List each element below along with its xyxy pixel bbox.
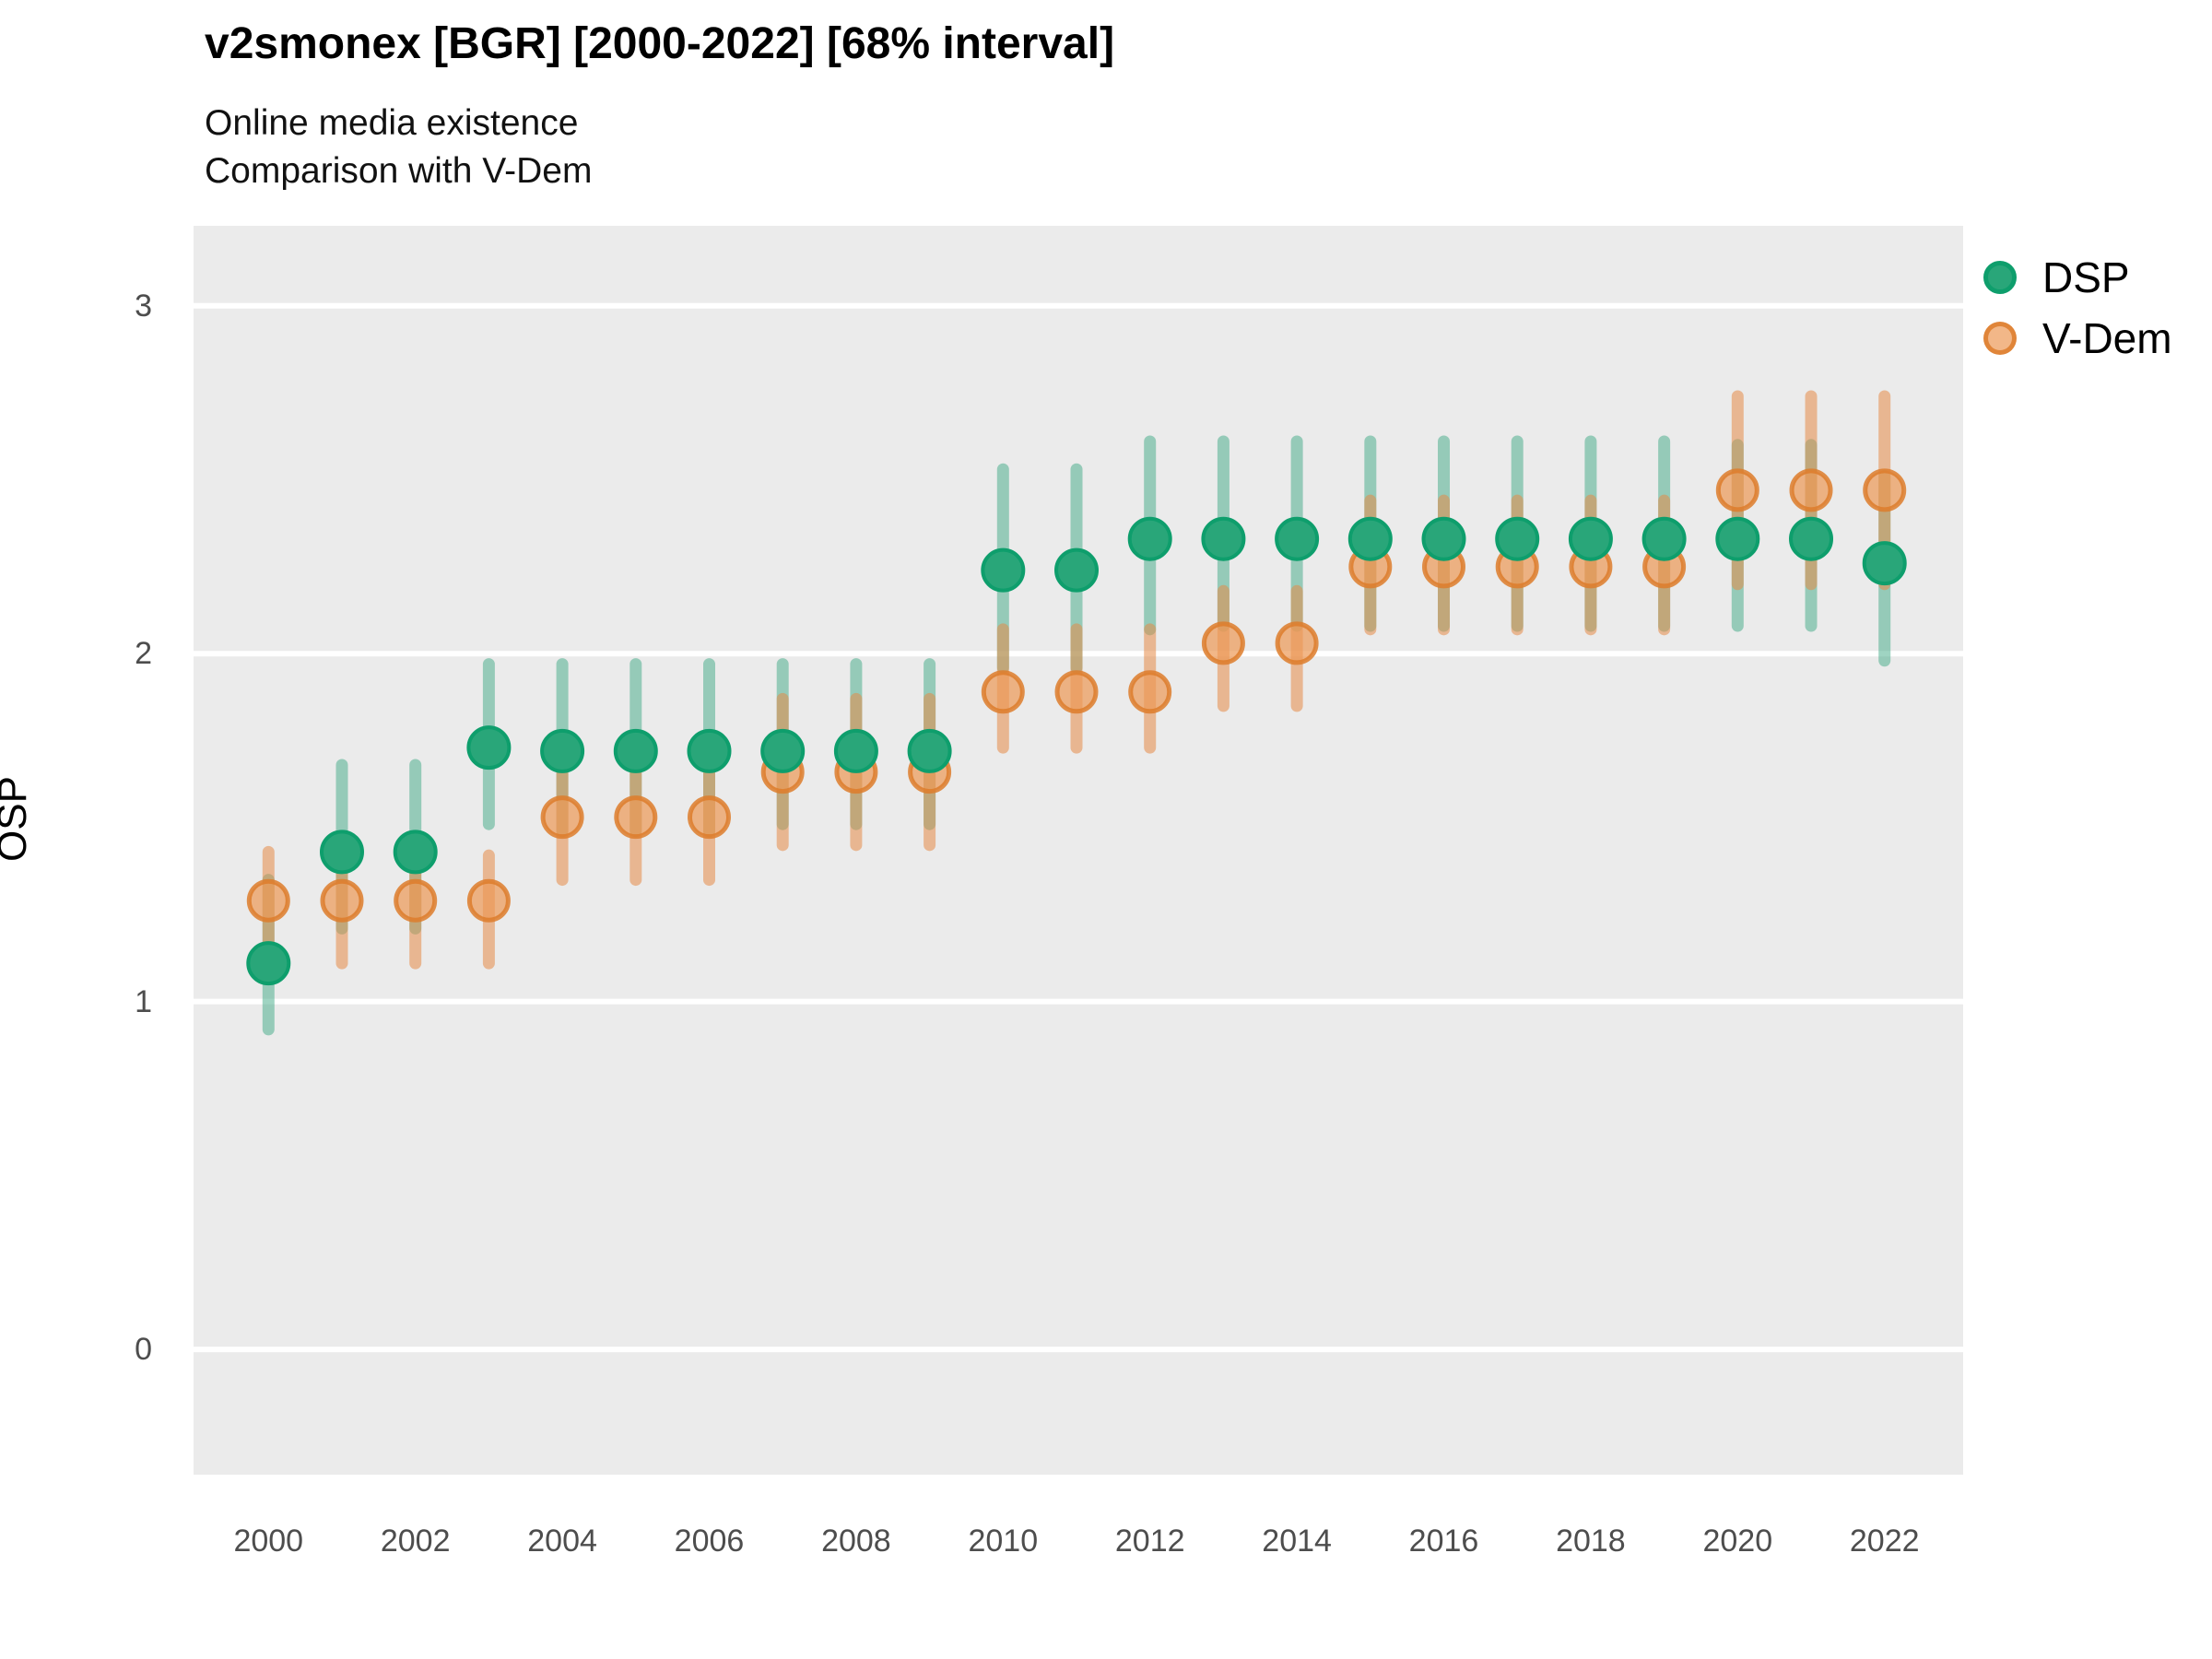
dsp-point-2016 [1421, 516, 1466, 561]
y-tick-label-2: 2 [135, 636, 152, 672]
dsp-point-2000 [246, 941, 291, 986]
vdem-point-2006 [688, 795, 732, 840]
y-tick-label-0: 0 [135, 1332, 152, 1368]
dsp-point-2014 [1275, 516, 1320, 561]
dsp-point-2015 [1347, 516, 1393, 561]
x-tick-label-2018: 2018 [1556, 1524, 1626, 1559]
vdem-point-2001 [320, 878, 364, 923]
x-tick-label-2008: 2008 [821, 1524, 891, 1559]
x-tick-label-2010: 2010 [968, 1524, 1039, 1559]
vdem-point-2004 [540, 795, 584, 840]
x-tick-label-2014: 2014 [1262, 1524, 1332, 1559]
dsp-point-2013 [1201, 516, 1246, 561]
dsp-point-2002 [393, 830, 438, 875]
legend: DSP V-Dem [1983, 247, 2172, 369]
vdem-point-2003 [466, 878, 511, 923]
dsp-point-2006 [687, 728, 732, 773]
vdem-point-2002 [394, 878, 438, 923]
dsp-point-2017 [1495, 516, 1540, 561]
vdem-point-2010 [981, 670, 1025, 714]
vdem-legend-dot-icon [1983, 322, 2017, 355]
x-tick-label-2022: 2022 [1849, 1524, 1920, 1559]
dsp-legend-dot-icon [1983, 261, 2017, 294]
dsp-point-2010 [981, 547, 1026, 593]
dsp-point-2004 [540, 728, 585, 773]
chart-subtitle-line2: Comparison with V-Dem [205, 151, 593, 191]
dsp-point-2020 [1715, 516, 1760, 561]
x-tick-label-2004: 2004 [527, 1524, 597, 1559]
vdem-point-2012 [1128, 670, 1172, 714]
vdem-point-2000 [246, 878, 290, 923]
x-tick-label-2002: 2002 [380, 1524, 451, 1559]
dsp-point-2007 [760, 728, 806, 773]
vdem-point-2020 [1715, 468, 1759, 512]
x-tick-label-2000: 2000 [233, 1524, 304, 1559]
vdem-point-2021 [1789, 468, 1833, 512]
legend-label-dsp: DSP [2042, 253, 2130, 301]
chart-canvas [194, 302, 1963, 1353]
dsp-point-2001 [319, 830, 364, 875]
dsp-point-2011 [1054, 547, 1100, 593]
y-tick-label-3: 3 [135, 288, 152, 324]
x-tick-label-2016: 2016 [1408, 1524, 1479, 1559]
plot-panel [194, 226, 1963, 1475]
dsp-point-2005 [613, 728, 658, 773]
y-tick-label-1: 1 [135, 983, 152, 1019]
chart-title: v2smonex [BGR] [2000-2022] [68% interval… [205, 19, 1115, 68]
x-tick-label-2006: 2006 [674, 1524, 745, 1559]
x-tick-label-2012: 2012 [1114, 1524, 1185, 1559]
dsp-point-2018 [1568, 516, 1613, 561]
vdem-point-2022 [1863, 468, 1907, 512]
legend-item-vdem: V-Dem [1983, 308, 2172, 369]
dsp-point-2003 [466, 725, 512, 771]
dsp-point-2019 [1641, 516, 1687, 561]
dsp-point-2022 [1862, 541, 1907, 586]
vdem-point-2013 [1201, 621, 1245, 665]
dsp-point-2008 [833, 728, 878, 773]
vdem-point-2011 [1054, 670, 1099, 714]
dsp-point-2012 [1127, 516, 1172, 561]
dsp-point-2021 [1789, 516, 1834, 561]
dsp-point-2009 [907, 728, 952, 773]
vdem-point-2014 [1275, 621, 1319, 665]
vdem-point-2005 [614, 795, 658, 840]
legend-item-dsp: DSP [1983, 247, 2172, 308]
chart-subtitle-line1: Online media existence [205, 103, 579, 143]
y-axis-title: OSP [0, 776, 35, 862]
legend-label-vdem: V-Dem [2042, 314, 2172, 362]
x-tick-label-2020: 2020 [1702, 1524, 1773, 1559]
